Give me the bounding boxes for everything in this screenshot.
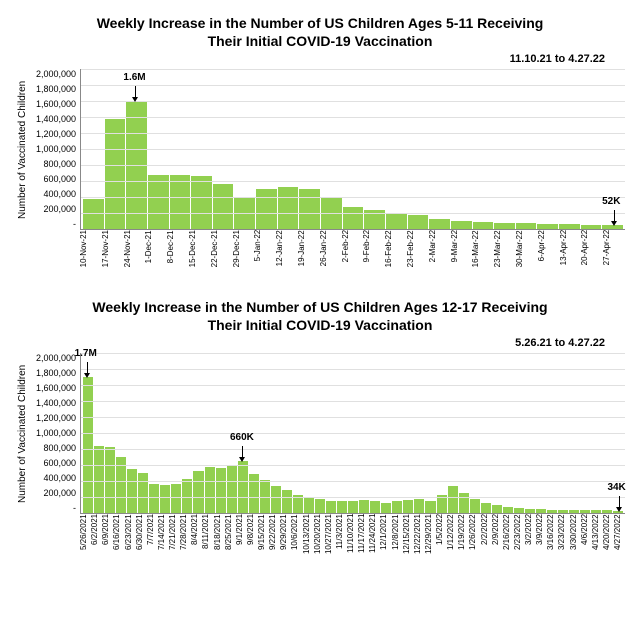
bar	[238, 461, 248, 514]
bar	[558, 510, 568, 514]
chart2-y-label: Number of Vaccinated Children	[15, 353, 28, 514]
bar	[381, 503, 391, 513]
chart-ages-5-11: Weekly Increase in the Number of US Chil…	[15, 15, 625, 269]
bar	[256, 189, 277, 229]
chart1-x-ticks: 10-Nov-2117-Nov-2124-Nov-211-Dec-218-Dec…	[77, 230, 625, 269]
bar	[278, 187, 299, 229]
bar	[537, 224, 558, 229]
bar	[160, 485, 170, 513]
bar	[191, 176, 212, 229]
chart1-y-ticks: 2,000,0001,800,0001,600,0001,400,0001,20…	[28, 69, 80, 229]
bar	[602, 510, 612, 513]
bar	[315, 499, 325, 513]
bar	[516, 223, 537, 229]
annotation: 34K	[607, 482, 625, 493]
bar	[193, 471, 203, 513]
bar	[83, 377, 93, 513]
bar	[581, 225, 602, 229]
chart2-x-ticks: 5/26/20216/2/20216/9/20216/16/20216/23/2…	[77, 514, 625, 556]
chart1-plot: 1.6M 52K	[80, 69, 625, 230]
bar	[359, 500, 369, 514]
bar	[403, 500, 413, 514]
bar	[451, 221, 472, 229]
bar	[148, 175, 169, 229]
chart2-y-ticks: 2,000,0001,800,0001,600,0001,400,0001,20…	[28, 353, 80, 513]
bar	[591, 510, 601, 513]
bar	[425, 501, 435, 514]
bar	[580, 510, 590, 513]
bar	[569, 510, 579, 513]
bar	[525, 509, 535, 514]
bar	[299, 189, 320, 229]
bar	[105, 447, 115, 513]
bar	[348, 501, 358, 514]
chart2-title-line1: Weekly Increase in the Number of US Chil…	[15, 299, 625, 315]
bar	[326, 501, 336, 514]
chart2-date-range: 5.26.21 to 4.27.22	[15, 337, 625, 349]
bar	[370, 501, 380, 513]
bar	[94, 446, 104, 513]
annotation: 1.7M	[75, 348, 97, 359]
bar	[414, 499, 424, 513]
bar	[386, 214, 407, 229]
bar	[481, 503, 491, 513]
bar	[304, 497, 314, 513]
bar	[392, 501, 402, 513]
bar	[429, 219, 450, 229]
chart1-date-range: 11.10.21 to 4.27.22	[15, 53, 625, 65]
bar	[536, 509, 546, 513]
chart2-title-line2: Their Initial COVID-19 Vaccination	[15, 317, 625, 333]
bar	[343, 207, 364, 229]
bar	[213, 184, 234, 229]
annotation: 660K	[230, 432, 254, 443]
bar	[127, 469, 137, 514]
bar	[337, 501, 347, 514]
chart1-title-line1: Weekly Increase in the Number of US Chil…	[15, 15, 625, 31]
bar	[170, 175, 191, 229]
chart-ages-12-17: Weekly Increase in the Number of US Chil…	[15, 299, 625, 556]
bar	[282, 490, 292, 513]
bar	[138, 473, 148, 513]
chart2-plot: 1.7M660K34K	[80, 353, 625, 514]
bar	[205, 467, 215, 513]
bar	[149, 484, 159, 514]
bar	[459, 493, 469, 514]
bar	[271, 486, 281, 513]
bar	[494, 223, 515, 229]
bar	[408, 215, 429, 229]
chart1-y-label: Number of Vaccinated Children	[15, 69, 28, 230]
bar	[473, 222, 494, 229]
bar	[171, 484, 181, 514]
bar	[514, 508, 524, 514]
bar	[559, 224, 580, 229]
bar	[227, 465, 237, 513]
chart1-title-line2: Their Initial COVID-19 Vaccination	[15, 33, 625, 49]
bar	[492, 505, 502, 513]
bar	[547, 510, 557, 514]
annotation: 1.6M	[123, 72, 145, 83]
bar	[216, 468, 226, 514]
bar	[470, 499, 480, 513]
annotation: 52K	[602, 196, 620, 207]
bar	[448, 486, 458, 513]
bar	[249, 474, 259, 513]
bar	[503, 507, 513, 513]
bar	[182, 479, 192, 513]
